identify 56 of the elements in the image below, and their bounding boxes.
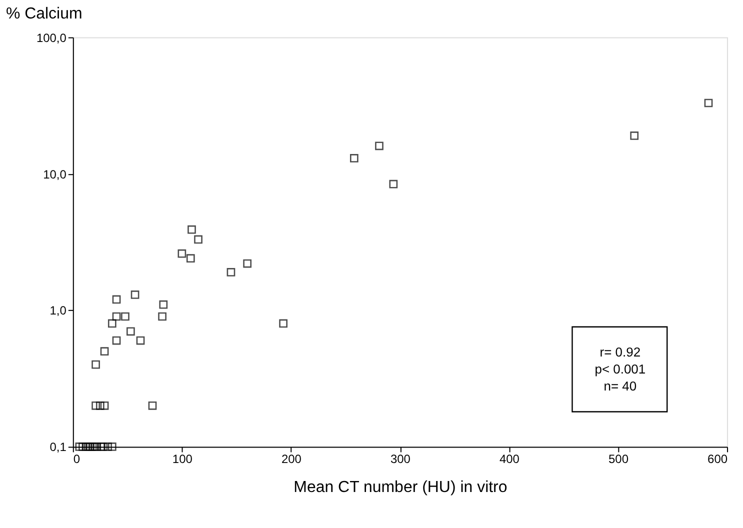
point <box>108 319 116 328</box>
point <box>86 442 95 451</box>
annotation: r= 0.92 <box>600 344 641 360</box>
annotation: p< 0.001 <box>594 361 646 376</box>
point <box>100 401 109 410</box>
x-axis-title: Mean CT number (HU) in vitro <box>294 479 508 496</box>
point <box>243 259 252 268</box>
y-tick-label: 1,0 <box>50 304 67 318</box>
y-tick-label: 10,0 <box>43 167 67 182</box>
point <box>82 442 90 451</box>
point <box>158 312 166 321</box>
point <box>136 336 145 345</box>
x-tick-label: 100 <box>172 452 193 466</box>
point <box>75 442 84 451</box>
point <box>92 401 100 410</box>
point <box>704 98 713 108</box>
y-axis-title: % Calcium <box>6 5 82 22</box>
point <box>188 225 196 234</box>
point <box>92 360 100 369</box>
point <box>630 132 639 140</box>
point <box>84 442 92 451</box>
point <box>108 442 116 451</box>
point <box>178 249 186 258</box>
point <box>78 442 87 451</box>
point <box>121 312 130 321</box>
x-tick-label: 0 <box>73 452 80 466</box>
point <box>92 442 102 451</box>
point <box>100 347 109 356</box>
point <box>389 180 398 188</box>
x-tick-label: 600 <box>708 452 728 466</box>
point <box>130 290 140 299</box>
point <box>126 327 135 336</box>
x-tick-label: 500 <box>608 452 629 466</box>
point <box>112 336 121 345</box>
point <box>88 442 97 451</box>
point <box>99 442 108 451</box>
x-tick-label: 200 <box>281 452 302 466</box>
point <box>350 154 358 162</box>
annotation: n= 40 <box>604 378 637 394</box>
y-tick-label: 0,1 <box>50 440 67 454</box>
point <box>186 254 195 263</box>
point <box>90 442 99 451</box>
point <box>96 401 104 410</box>
point <box>279 319 288 328</box>
point <box>97 442 106 451</box>
point <box>148 401 157 410</box>
x-tick-label: 300 <box>390 452 411 466</box>
point <box>104 442 112 451</box>
point <box>112 295 121 304</box>
x-tick-label: 400 <box>499 452 520 466</box>
y-tick-label: 100,0 <box>36 30 67 45</box>
point <box>226 268 236 276</box>
point <box>194 235 202 244</box>
point <box>159 300 168 309</box>
point <box>375 142 384 150</box>
point <box>112 312 121 321</box>
